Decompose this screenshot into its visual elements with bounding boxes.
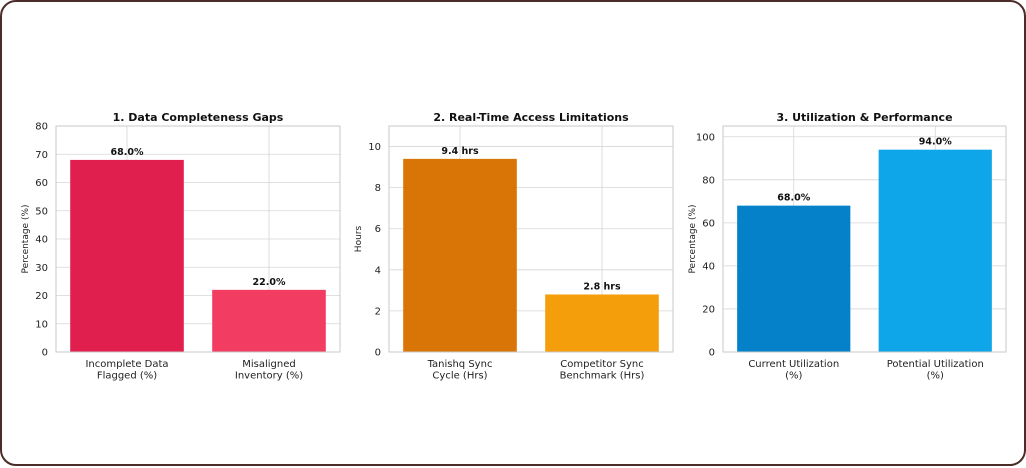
bar [403,158,517,352]
plot-border [388,125,674,353]
x-tick-label: Potential Utilization [887,359,984,370]
y-tick-label: 50 [35,206,48,217]
data-label: 68.0% [111,147,144,158]
plot-border [55,125,341,353]
plot-border [722,125,1007,353]
y-tick-label: 10 [368,142,381,153]
bar [737,205,851,352]
x-tick-label: Benchmark (Hrs) [560,371,645,382]
y-tick-label: 0 [42,348,48,359]
x-tick-label: Inventory (%) [235,371,303,382]
x-tick-label: (%) [927,371,944,382]
y-tick-label: 40 [35,235,48,246]
x-tick-label: Flagged (%) [97,371,157,382]
y-tick-label: 0 [709,348,715,359]
y-tick-label: 10 [35,319,48,330]
x-tick-label: Incomplete Data [85,359,168,370]
y-tick-label: 30 [35,263,48,274]
y-tick-label: 4 [375,265,381,276]
y-tick-label: 6 [375,224,381,235]
x-tick-label: Current Utilization [748,359,839,370]
y-tick-label: 60 [702,218,715,229]
x-tick-label: (%) [785,371,802,382]
y-tick-label: 20 [702,304,715,315]
chart-title: 2. Real-Time Access Limitations [433,111,629,124]
data-label: 94.0% [919,137,952,148]
y-tick-label: 80 [35,122,48,133]
y-tick-label: 70 [35,150,48,161]
x-tick-label: Tanishq Sync [427,359,493,370]
data-label: 68.0% [777,193,810,204]
y-tick-label: 100 [696,132,715,143]
data-label: 2.8 hrs [583,281,621,292]
y-axis-label: Percentage (%) [21,204,31,273]
y-axis-label: Hours [354,226,364,253]
bar [212,289,326,352]
chart-title: 3. Utilization & Performance [776,111,952,124]
y-tick-label: 20 [35,291,48,302]
data-label: 9.4 hrs [441,146,479,157]
x-tick-label: Cycle (Hrs) [432,371,487,382]
y-tick-label: 40 [702,261,715,272]
bar [545,294,659,352]
y-tick-label: 2 [375,306,381,317]
y-tick-label: 60 [35,178,48,189]
x-tick-label: Competitor Sync [560,359,643,370]
y-tick-label: 8 [375,183,381,194]
bar [878,149,992,352]
bar [70,159,184,352]
x-tick-label: Misaligned [242,359,296,370]
y-axis-label: Percentage (%) [688,204,698,273]
chart-title: 1. Data Completeness Gaps [113,111,284,124]
y-tick-label: 80 [702,175,715,186]
data-label: 22.0% [253,277,286,288]
y-tick-label: 0 [375,348,381,359]
